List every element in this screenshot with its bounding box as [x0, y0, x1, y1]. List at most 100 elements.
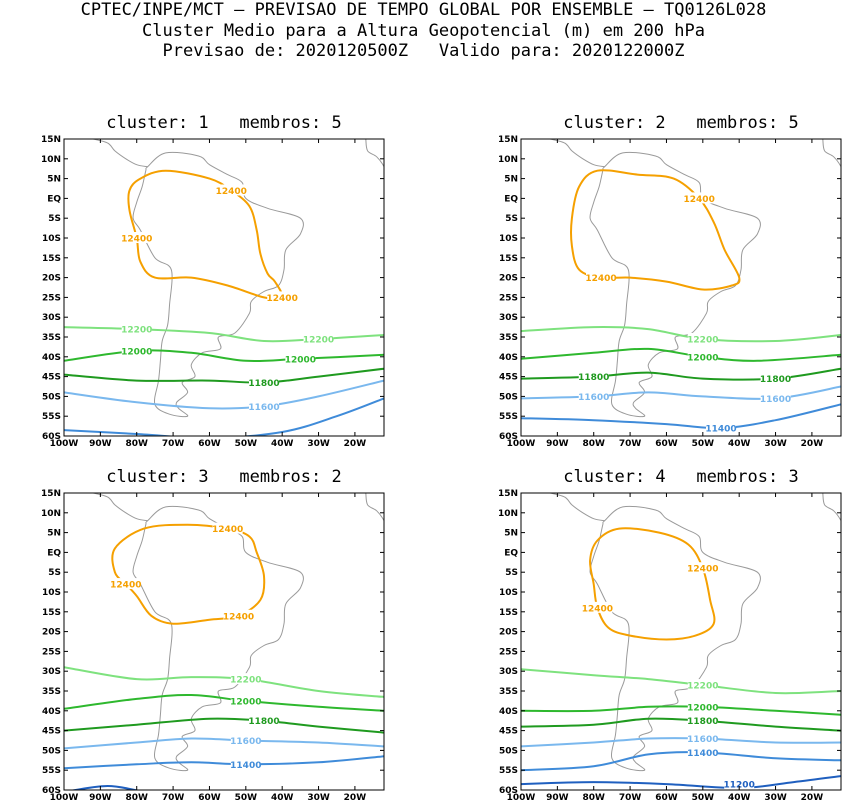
lat-tick-label: 5S [505, 568, 518, 578]
contour-11400 [521, 751, 841, 772]
contour-label-bg [687, 732, 718, 744]
lon-tick-label: 70W [162, 793, 185, 803]
contour-11200 [521, 775, 841, 790]
contour-label-bg [249, 714, 279, 726]
panel-1-plot-area: 12400 12400 12400 12200 12200 12000 12000 11800… [64, 139, 384, 436]
africa-outline [822, 493, 841, 525]
lon-tick-label: 40W [271, 793, 294, 803]
lon-tick-label: 20W [344, 439, 367, 449]
contour-11600 [64, 737, 384, 750]
lat-tick-label: EQ [504, 548, 518, 558]
lat-tick-label: 5N [504, 175, 518, 185]
contour-label-bg [110, 578, 141, 590]
lat-tick-label: 10N [498, 509, 518, 519]
lat-tick-label: 10S [499, 234, 518, 244]
lat-tick-label: 15S [499, 254, 518, 264]
contour-label-bg [687, 679, 718, 691]
panel-4: 12400 12400 12200 12000 11800 11600 11400 11200… [498, 489, 842, 803]
lon-tick-label: 50W [692, 793, 715, 803]
lat-tick-label: 35S [42, 333, 61, 343]
lat-tick-label: 50S [499, 746, 518, 756]
lat-tick-label: 25S [499, 647, 518, 657]
panel-3-title: cluster: 3 membros: 2 [106, 467, 342, 487]
contour-label-bg [687, 350, 718, 362]
lon-tick-label: 100W [50, 439, 79, 449]
south-america-outline [589, 151, 761, 418]
lon-tick-label: 90W [546, 793, 569, 803]
contour-12000 [521, 347, 841, 362]
contour-label-11600: 11600 [687, 735, 718, 745]
lon-tick-label: 50W [692, 439, 715, 449]
panel-2: 12400 12400 12200 12000 11800 11800 11600 11600… [498, 135, 842, 449]
contour-label-bg [687, 332, 718, 344]
central-america-outline [547, 493, 605, 522]
lat-tick-label: 25S [499, 293, 518, 303]
lon-tick-label: 50W [235, 439, 258, 449]
lat-tick-label: 15N [498, 489, 518, 499]
lat-tick-label: 25S [42, 293, 61, 303]
contour-label-12200: 12200 [121, 326, 152, 336]
lat-tick-label: 55S [42, 412, 61, 422]
contour-label-bg [578, 390, 609, 402]
lon-tick-label: 70W [619, 793, 642, 803]
lon-tick-label: 20W [801, 793, 824, 803]
lon-tick-label: 50W [235, 793, 258, 803]
lon-tick-label: 90W [89, 439, 112, 449]
contour-12200 [64, 666, 384, 698]
lon-tick-label: 100W [507, 439, 536, 449]
contour-label-bg [582, 601, 613, 613]
lat-tick-label: 30S [499, 313, 518, 323]
header-line-1: CPTEC/INPE/MCT – PREVISAO DE TEMPO GLOBA… [80, 0, 767, 20]
lon-tick-label: 40W [728, 793, 751, 803]
contour-label-bg [249, 400, 279, 412]
contour-label-bg [303, 332, 334, 344]
contour-12200 [521, 668, 841, 695]
lon-tick-label: 70W [619, 439, 642, 449]
contour-11400 [521, 403, 841, 430]
lat-tick-label: 20S [42, 274, 61, 284]
lat-tick-label: 5N [47, 175, 61, 185]
africa-outline [365, 139, 384, 171]
contour-label-bg [586, 271, 616, 283]
lat-tick-label: 60S [499, 786, 518, 796]
contour-label-bg [706, 422, 736, 434]
lat-tick-label: 45S [499, 727, 518, 737]
lat-tick-label: 20S [499, 628, 518, 638]
lon-tick-label: 40W [271, 439, 294, 449]
lat-tick-label: 15N [41, 135, 61, 145]
contour-11600 [521, 737, 841, 748]
lat-tick-label: 50S [499, 392, 518, 402]
lat-tick-label: 55S [499, 412, 518, 422]
contour-label-bg [216, 184, 247, 196]
lon-tick-label: 80W [126, 439, 149, 449]
contour-label-12400: 12400 [585, 274, 616, 284]
panel-3-plot-area: 12400 12400 12400 12200 12000 11800 11600 11400 [64, 493, 384, 790]
lon-tick-label: 30W [307, 793, 330, 803]
contour-label-bg [230, 758, 261, 770]
contour-label-bg [212, 522, 243, 534]
lon-tick-label: 30W [764, 793, 787, 803]
lat-tick-label: 15N [498, 135, 518, 145]
contour-label-12400: 12400 [110, 581, 141, 591]
south-america-outline [132, 505, 304, 772]
lat-tick-label: 40S [499, 707, 518, 717]
contour-label-12000: 12000 [285, 355, 316, 365]
lat-tick-label: 35S [42, 687, 61, 697]
panel-1-title: cluster: 1 membros: 5 [106, 113, 342, 133]
contour-label-bg [223, 609, 254, 621]
panel-1: 12400 12400 12400 12200 12200 12000 12000 11800… [41, 135, 385, 449]
panel-4-title: cluster: 4 membros: 3 [563, 467, 799, 487]
contour-12200 [64, 326, 384, 343]
lat-tick-label: 30S [42, 313, 61, 323]
lon-tick-label: 60W [198, 439, 221, 449]
contour-label-12200: 12200 [687, 682, 718, 692]
contour-label-bg [249, 376, 279, 388]
contour-label-11400: 11400 [705, 425, 736, 435]
central-america-outline [90, 493, 148, 522]
contour-11800 [64, 367, 384, 384]
header-line-3: Previsao de: 2020120500Z Valido para: 20… [162, 41, 685, 61]
contour-label-bg [267, 291, 298, 303]
contour-label-12000: 12000 [687, 353, 718, 363]
contour-12400 [111, 523, 266, 625]
lon-tick-label: 100W [507, 793, 536, 803]
